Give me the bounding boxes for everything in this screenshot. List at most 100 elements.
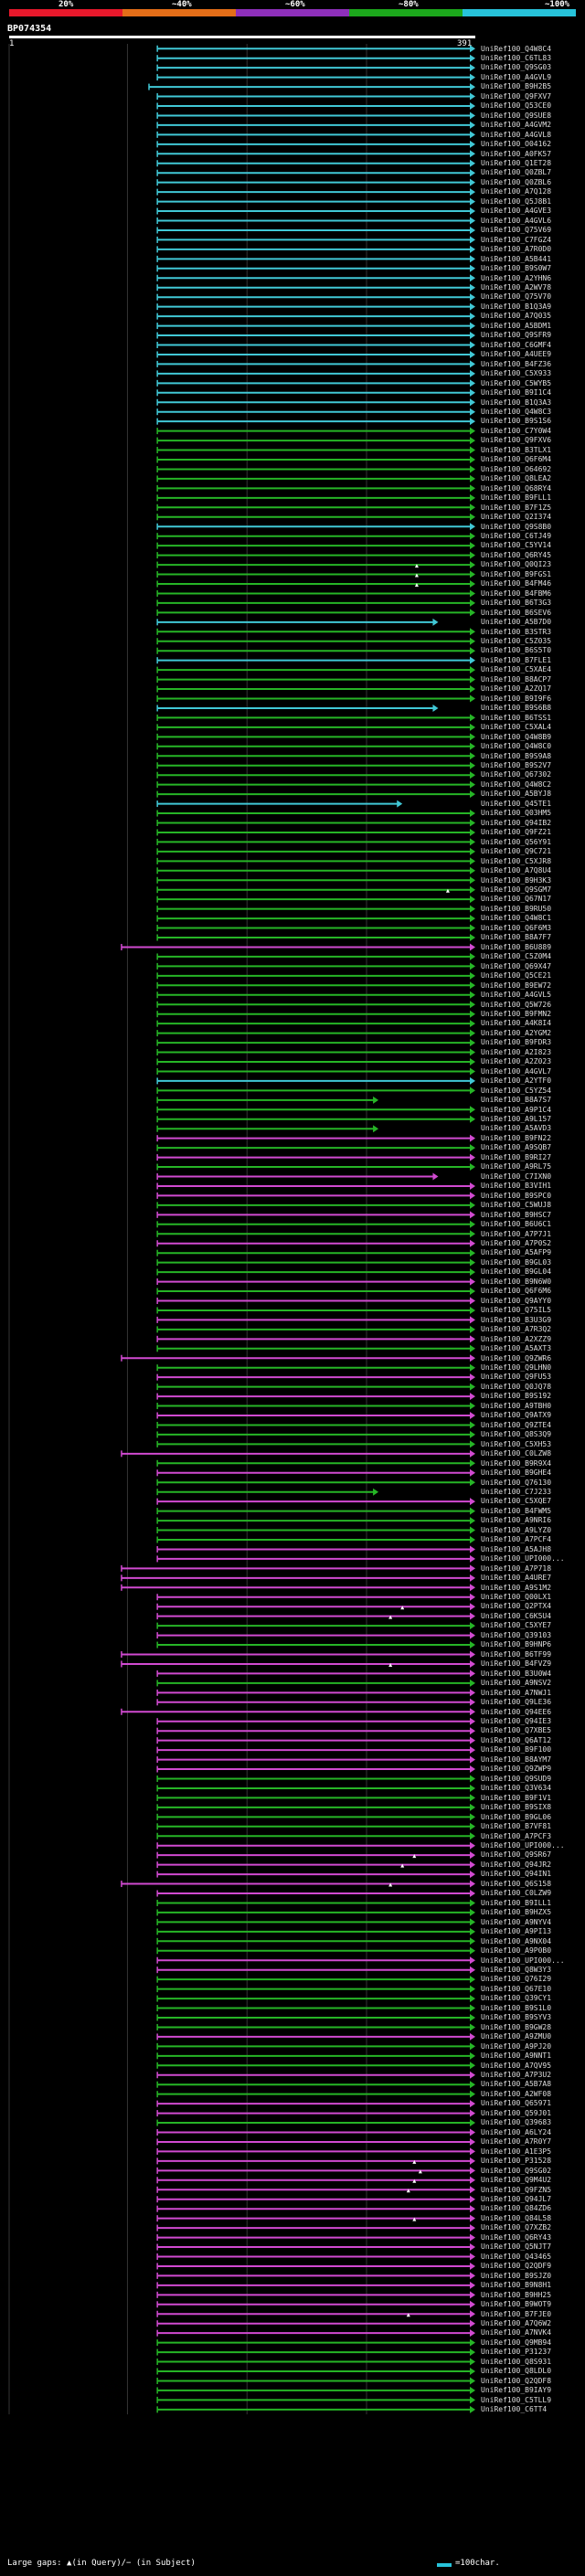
hit-label[interactable]: UniRef100_Q0JQ78 <box>481 1382 552 1391</box>
hit-track[interactable] <box>156 1172 439 1181</box>
hit-label[interactable]: UniRef100_Q7XBE5 <box>481 1726 552 1735</box>
hit-track[interactable] <box>156 398 475 407</box>
hit-track[interactable] <box>156 790 475 799</box>
hit-track[interactable] <box>156 723 475 731</box>
hit-label[interactable]: UniRef100_C7Y0W4 <box>481 426 552 435</box>
hit-track[interactable] <box>156 771 475 779</box>
hit-track[interactable] <box>156 1545 475 1553</box>
hit-track[interactable] <box>156 2243 475 2252</box>
hit-track[interactable] <box>156 1430 475 1438</box>
hit-label[interactable]: UniRef100_C6TL83 <box>481 53 552 62</box>
hit-label[interactable]: UniRef100_B9HZX5 <box>481 1908 552 1917</box>
hit-track[interactable] <box>156 2205 475 2213</box>
hit-label[interactable]: UniRef100_Q5CE21 <box>481 971 552 981</box>
hit-track[interactable] <box>156 1784 475 1792</box>
hit-track[interactable] <box>156 952 475 960</box>
hit-track[interactable] <box>156 493 475 502</box>
hit-track[interactable] <box>156 1306 475 1314</box>
hit-label[interactable]: UniRef100_Q5W726 <box>481 1000 552 1009</box>
hit-track[interactable] <box>156 1890 475 1898</box>
hit-track[interactable] <box>156 761 475 769</box>
hit-track[interactable] <box>156 379 475 387</box>
hit-label[interactable]: UniRef100_Q9SUD9 <box>481 1774 552 1783</box>
hit-label[interactable]: UniRef100_A7PCF3 <box>481 1831 552 1840</box>
hit-label[interactable]: UniRef100_A2YTF0 <box>481 1076 552 1086</box>
hit-label[interactable]: UniRef100_B8AYM7 <box>481 1754 552 1764</box>
hit-track[interactable] <box>156 2081 475 2089</box>
hit-track[interactable] <box>156 523 475 531</box>
hit-label[interactable]: UniRef100_Q9ZTE4 <box>481 1420 552 1429</box>
hit-label[interactable]: UniRef100_Q39103 <box>481 1630 552 1639</box>
hit-track[interactable] <box>156 264 475 272</box>
hit-label[interactable]: UniRef100_B6TF99 <box>481 1649 552 1659</box>
hit-track[interactable] <box>156 2262 475 2270</box>
hit-track[interactable] <box>156 408 475 416</box>
hit-label[interactable]: UniRef100_C5XJR8 <box>481 856 552 865</box>
hit-label[interactable]: UniRef100_Q2QDF9 <box>481 2262 552 2271</box>
hit-track[interactable] <box>156 1039 475 1047</box>
hit-track[interactable] <box>156 2147 475 2156</box>
hit-label[interactable]: UniRef100_B9F100 <box>481 1745 552 1754</box>
hit-label[interactable]: UniRef100_Q67N17 <box>481 895 552 904</box>
hit-label[interactable]: UniRef100_UPI000... <box>481 1840 565 1850</box>
hit-label[interactable]: UniRef100_O64692 <box>481 464 552 473</box>
hit-label[interactable]: UniRef100_Q9FXV6 <box>481 436 552 445</box>
hit-track[interactable] <box>156 1927 475 1935</box>
hit-label[interactable]: UniRef100_B9FN22 <box>481 1133 552 1142</box>
hit-label[interactable]: UniRef100_A4GVL9 <box>481 72 552 81</box>
hit-label[interactable]: UniRef100_B1Q3A9 <box>481 302 552 311</box>
hit-label[interactable]: UniRef100_B9SPC0 <box>481 1191 552 1200</box>
hit-label[interactable]: UniRef100_Q69X47 <box>481 961 552 970</box>
hit-label[interactable]: UniRef100_A9SQB7 <box>481 1143 552 1152</box>
hit-label[interactable]: UniRef100_A4K8I4 <box>481 1019 552 1028</box>
hit-track[interactable] <box>156 2023 475 2031</box>
hit-label[interactable]: UniRef100_Q59J01 <box>481 2108 552 2117</box>
hit-label[interactable]: UniRef100_B9I9F6 <box>481 694 552 703</box>
hit-track[interactable] <box>156 504 475 512</box>
hit-label[interactable]: UniRef100_B1Q3A3 <box>481 398 552 407</box>
hit-label[interactable]: UniRef100_UPI000... <box>481 1956 565 1965</box>
hit-label[interactable]: UniRef100_C6TJ49 <box>481 531 552 540</box>
hit-track[interactable] <box>156 570 475 578</box>
hit-label[interactable]: UniRef100_Q4W8C2 <box>481 779 552 789</box>
hit-track[interactable] <box>156 1268 475 1277</box>
hit-track[interactable] <box>156 2281 475 2289</box>
hit-label[interactable]: UniRef100_Q75V69 <box>481 226 552 235</box>
hit-track[interactable] <box>156 1412 475 1420</box>
hit-label[interactable]: UniRef100_A2ZQ17 <box>481 684 552 694</box>
hit-label[interactable]: UniRef100_B4FBM6 <box>481 588 552 598</box>
hit-track[interactable] <box>156 1249 475 1257</box>
hit-label[interactable]: UniRef100_A4URE7 <box>481 1574 552 1583</box>
hit-track[interactable] <box>121 1880 475 1888</box>
hit-track[interactable] <box>156 1057 475 1065</box>
hit-track[interactable] <box>156 2119 475 2127</box>
hit-track[interactable] <box>156 1182 475 1190</box>
hit-track[interactable] <box>156 532 475 540</box>
hit-label[interactable]: UniRef100_Q84ZD6 <box>481 2204 552 2213</box>
hit-label[interactable]: UniRef100_B3TLX1 <box>481 445 552 454</box>
hit-label[interactable]: UniRef100_Q2QDF8 <box>481 2376 552 2385</box>
hit-track[interactable] <box>156 1937 475 1945</box>
hit-label[interactable]: UniRef100_Q5NJT7 <box>481 2242 552 2252</box>
hit-track[interactable] <box>156 618 439 626</box>
hit-track[interactable] <box>156 54 475 62</box>
hit-track[interactable] <box>156 2090 475 2098</box>
hit-label[interactable]: UniRef100_A7NVK4 <box>481 2328 552 2337</box>
hit-label[interactable]: UniRef100_A5BYJ8 <box>481 790 552 799</box>
hit-label[interactable]: UniRef100_B9GHE4 <box>481 1468 552 1478</box>
hit-track[interactable] <box>121 1574 475 1582</box>
hit-track[interactable] <box>156 656 475 664</box>
hit-label[interactable]: UniRef100_Q8S3Q9 <box>481 1430 552 1439</box>
hit-label[interactable]: UniRef100_B9GL04 <box>481 1267 552 1277</box>
hit-track[interactable] <box>156 322 475 330</box>
hit-track[interactable] <box>156 169 475 177</box>
hit-label[interactable]: UniRef100_B9R9X4 <box>481 1458 552 1468</box>
hit-label[interactable]: UniRef100_Q39CY1 <box>481 1994 552 2003</box>
hit-track[interactable] <box>156 579 475 588</box>
hit-label[interactable]: UniRef100_B4FVZ9 <box>481 1659 552 1669</box>
hit-track[interactable] <box>156 2310 475 2318</box>
hit-track[interactable] <box>156 1517 475 1525</box>
hit-label[interactable]: UniRef100_Q5J8B1 <box>481 196 552 206</box>
hit-label[interactable]: UniRef100_Q0ZBL6 <box>481 177 552 186</box>
hit-label[interactable]: UniRef100_B9H2B5 <box>481 82 552 91</box>
